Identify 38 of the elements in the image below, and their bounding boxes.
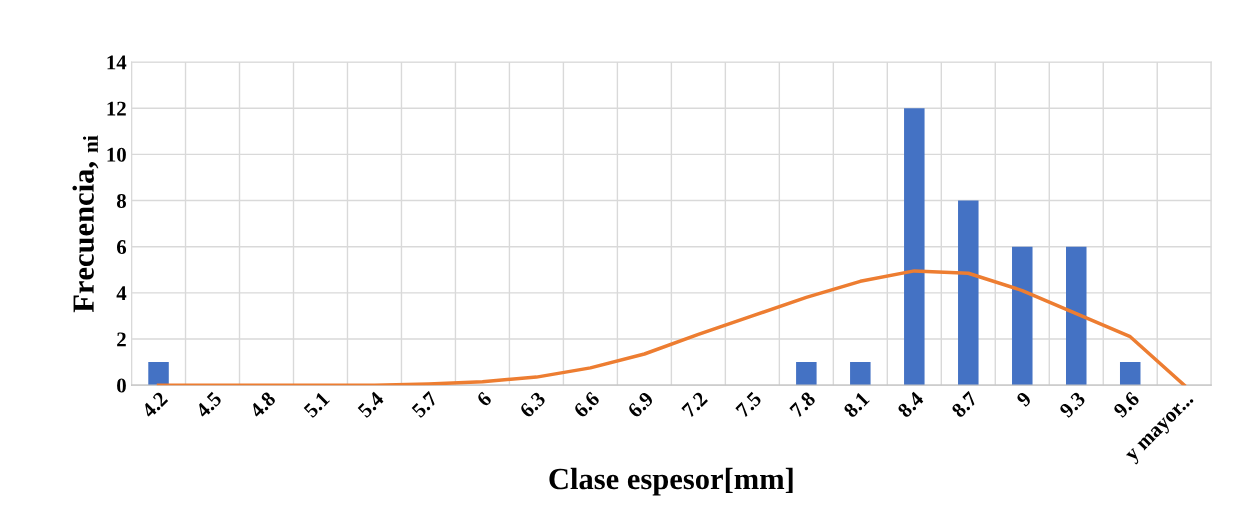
x-tick-label: 6.9 — [626, 391, 655, 419]
bar — [958, 200, 979, 386]
x-tick-label: 4.2 — [140, 391, 169, 419]
x-tick-label: 8.4 — [896, 390, 925, 419]
x-tick-label: 4.5 — [194, 391, 223, 419]
y-tick-label: 6 — [116, 240, 127, 255]
x-tick-label: 6.6 — [572, 390, 601, 419]
x-tick-label: 7.5 — [735, 391, 763, 419]
x-tick-label: 9.6 — [1112, 390, 1141, 419]
x-tick-label: 8.1 — [842, 391, 870, 419]
x-tick-label: 4.8 — [248, 390, 277, 419]
x-tick-label: 5.1 — [303, 391, 331, 419]
bar — [1119, 362, 1141, 386]
x-tick-label: 5.7 — [411, 390, 439, 419]
y-tick-label: 2 — [117, 332, 126, 347]
x-tick-label: 8.7 — [950, 390, 979, 419]
bar — [850, 362, 871, 386]
y-tick-label: 0 — [117, 378, 126, 393]
x-tick-label: 9 — [1015, 391, 1033, 408]
x-tick-label: 7.2 — [681, 391, 709, 419]
y-axis-title: Frecuencia, $_{ni}$ — [72, 135, 99, 313]
bar — [1066, 246, 1087, 386]
x-tick-label: 6 — [476, 390, 493, 408]
x-tick-label: 5.4 — [357, 390, 385, 419]
bar — [148, 362, 169, 386]
x-tick-label: 9.3 — [1058, 391, 1087, 419]
bar — [904, 108, 925, 386]
y-tick-label: 14 — [107, 55, 127, 70]
x-axis-title: Clase espesor[mm] — [549, 467, 793, 496]
bar — [796, 362, 817, 386]
x-tick-label: 7.8 — [789, 390, 817, 419]
y-tick-label: 4 — [116, 286, 127, 301]
bar — [1012, 246, 1033, 386]
y-tick-label: 8 — [116, 193, 126, 208]
y-tick-label: 12 — [107, 101, 126, 116]
x-tick-label: 6.3 — [518, 391, 547, 419]
y-tick-label: 10 — [107, 147, 126, 162]
line-series — [156, 269, 1186, 386]
